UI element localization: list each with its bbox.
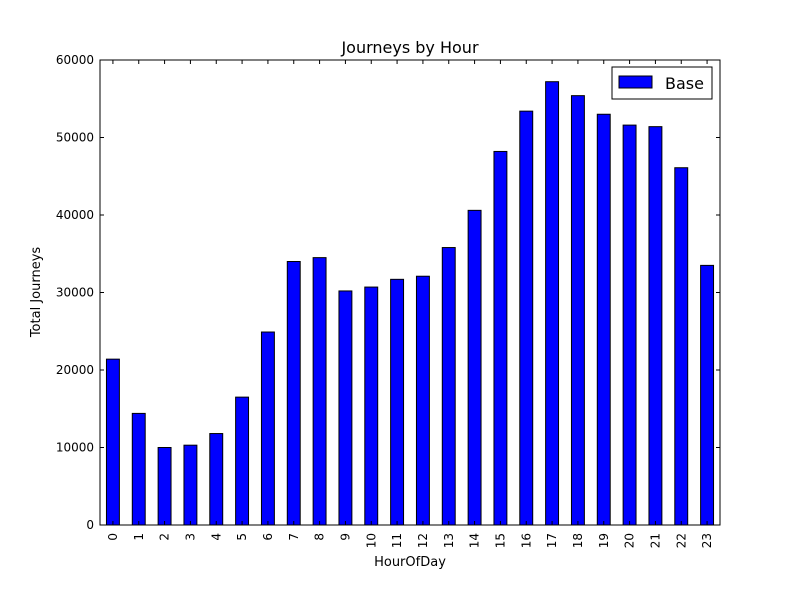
y-tick-label-60000: 60000 — [56, 53, 94, 67]
bar-hour-18 — [570, 95, 585, 526]
y-axis-ticks: 0 10000 20000 30000 40000 50000 60000 — [56, 53, 720, 532]
x-tick-label-13: 13 — [442, 533, 456, 548]
x-tick-label-0: 0 — [106, 533, 120, 541]
x-tick-label-4: 4 — [209, 533, 223, 541]
bar-hour-17 — [545, 81, 560, 526]
bar-hour-20 — [622, 124, 637, 526]
bar-hour-1 — [131, 412, 146, 526]
x-tick-label-21: 21 — [648, 533, 662, 548]
x-tick-label-19: 19 — [597, 533, 611, 548]
bar-hour-12 — [415, 275, 430, 526]
legend-swatch — [618, 75, 653, 89]
x-axis-label: HourOfDay — [374, 555, 446, 570]
chart-title: Journeys by Hour — [340, 38, 478, 57]
y-tick-label-10000: 10000 — [56, 441, 94, 455]
bar-hour-4 — [209, 433, 224, 526]
bar-hour-15 — [493, 150, 508, 526]
x-tick-label-20: 20 — [623, 533, 637, 548]
y-tick-label-0: 0 — [86, 518, 94, 532]
x-tick-label-9: 9 — [338, 533, 352, 541]
bar-hour-8 — [312, 257, 327, 526]
x-tick-label-10: 10 — [364, 533, 378, 548]
x-tick-label-12: 12 — [416, 533, 430, 548]
legend-label: Base — [665, 74, 704, 93]
bar-hour-10 — [364, 286, 379, 526]
x-tick-label-16: 16 — [519, 533, 533, 548]
x-tick-label-8: 8 — [313, 533, 327, 541]
bar-hour-2 — [157, 447, 172, 526]
x-tick-label-2: 2 — [158, 533, 172, 541]
bar-hour-11 — [390, 278, 405, 526]
bar-hour-13 — [441, 247, 456, 526]
y-tick-label-30000: 30000 — [56, 286, 94, 300]
x-tick-label-3: 3 — [183, 533, 197, 541]
y-tick-label-20000: 20000 — [56, 363, 94, 377]
x-tick-label-18: 18 — [571, 533, 585, 548]
x-tick-label-1: 1 — [132, 533, 146, 541]
legend: Base — [611, 66, 713, 100]
bar-hour-14 — [467, 209, 482, 526]
x-tick-label-17: 17 — [545, 533, 559, 548]
plot-frame — [99, 59, 721, 526]
x-tick-label-5: 5 — [235, 533, 249, 541]
y-axis-label: Total Journeys — [29, 247, 44, 339]
bar-hour-19 — [596, 113, 611, 526]
x-tick-label-11: 11 — [390, 533, 404, 548]
bar-hour-21 — [648, 126, 663, 526]
x-tick-label-22: 22 — [674, 533, 688, 548]
x-axis-ticks: 0 1 2 3 4 5 6 7 8 9 10 11 12 13 14 15 16 17 18 19 20 21 22 23 — [106, 60, 714, 548]
bar-hour-5 — [235, 396, 250, 526]
y-tick-label-50000: 50000 — [56, 131, 94, 145]
bars-group — [105, 81, 715, 526]
x-tick-label-7: 7 — [287, 533, 301, 541]
y-tick-label-40000: 40000 — [56, 208, 94, 222]
bar-hour-3 — [183, 444, 198, 526]
bar-hour-22 — [674, 167, 689, 526]
bar-hour-23 — [700, 264, 715, 526]
x-tick-label-15: 15 — [493, 533, 507, 548]
x-tick-label-23: 23 — [700, 533, 714, 548]
bar-hour-16 — [519, 110, 534, 526]
x-tick-label-6: 6 — [261, 533, 275, 541]
bar-hour-6 — [260, 331, 275, 526]
x-tick-label-14: 14 — [468, 533, 482, 548]
bar-hour-0 — [105, 358, 120, 526]
bar-hour-7 — [286, 261, 301, 526]
bar-hour-9 — [338, 290, 353, 526]
